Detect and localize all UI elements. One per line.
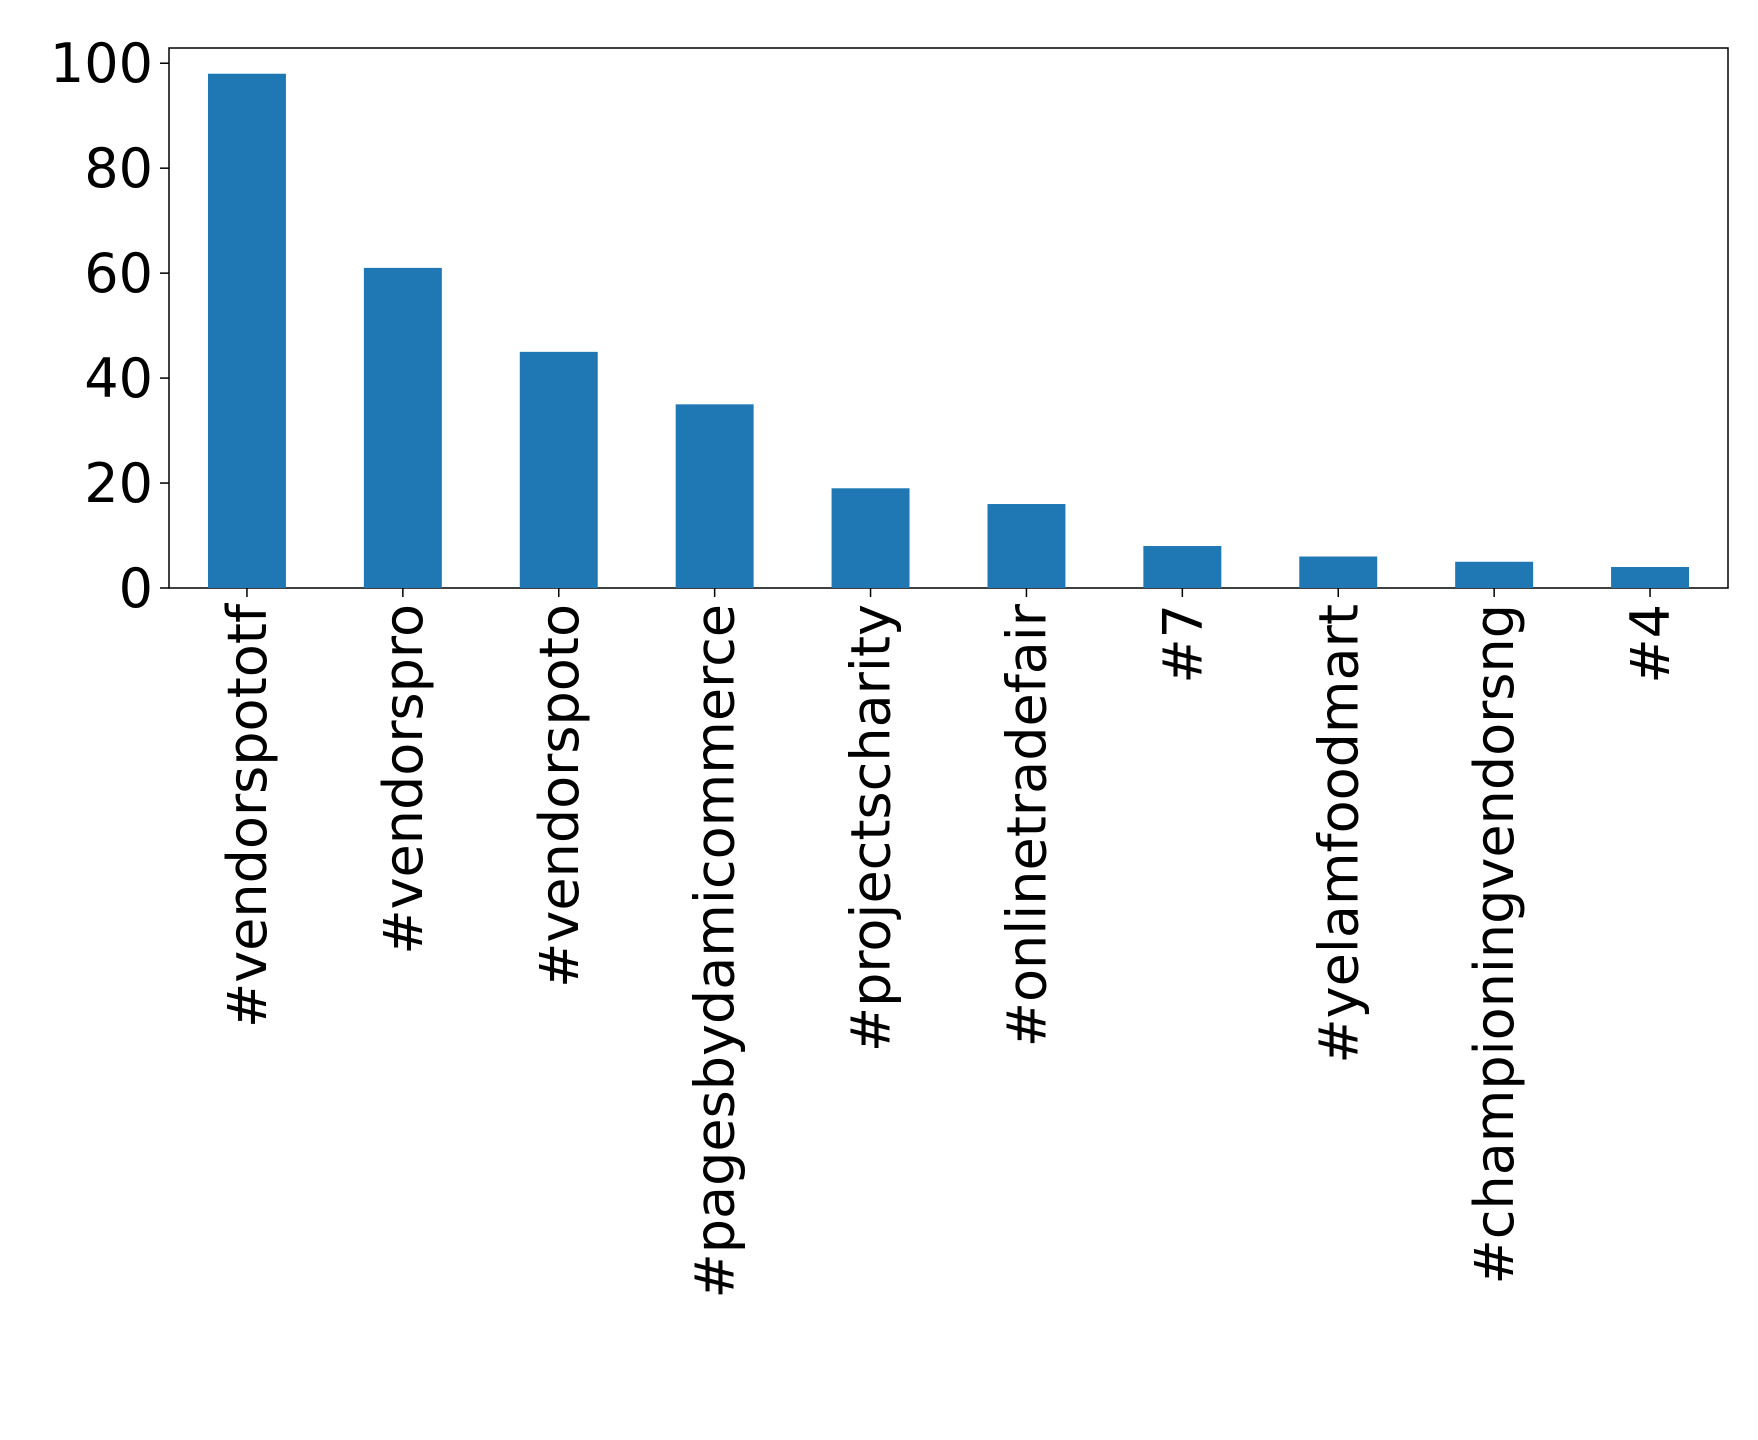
bar xyxy=(519,351,598,588)
y-tick-label: 0 xyxy=(119,557,153,620)
bar xyxy=(1299,556,1378,588)
bar xyxy=(987,504,1066,588)
x-tick-label: #championingvendorsng xyxy=(1463,604,1526,1284)
x-tick-label: #projectscharity xyxy=(840,604,903,1052)
bar xyxy=(831,488,910,588)
bar xyxy=(1611,567,1690,588)
plot-frame xyxy=(168,47,1729,589)
x-tick-label: #vendorspro xyxy=(372,604,435,955)
bar xyxy=(1143,546,1222,588)
y-tick-label: 20 xyxy=(84,452,153,515)
x-tick-label: #vendorspototf xyxy=(216,602,279,1028)
bar xyxy=(363,267,442,588)
y-tick-label: 60 xyxy=(84,242,153,305)
y-tick-label: 40 xyxy=(84,347,153,410)
bar xyxy=(1455,561,1534,588)
x-tick-label: #vendorspoto xyxy=(528,604,591,988)
x-tick-label: #onlinetradefair xyxy=(995,603,1058,1047)
y-tick-label: 80 xyxy=(84,137,153,200)
x-tick-label: #7 xyxy=(1151,604,1214,684)
x-tick-label: #4 xyxy=(1619,604,1682,684)
bar xyxy=(675,404,754,588)
bar xyxy=(207,73,286,588)
x-tick-label: #yelamfoodmart xyxy=(1307,604,1370,1064)
x-tick-label: #pagesbydamicommerce xyxy=(684,604,747,1299)
y-tick-label: 100 xyxy=(50,32,153,95)
